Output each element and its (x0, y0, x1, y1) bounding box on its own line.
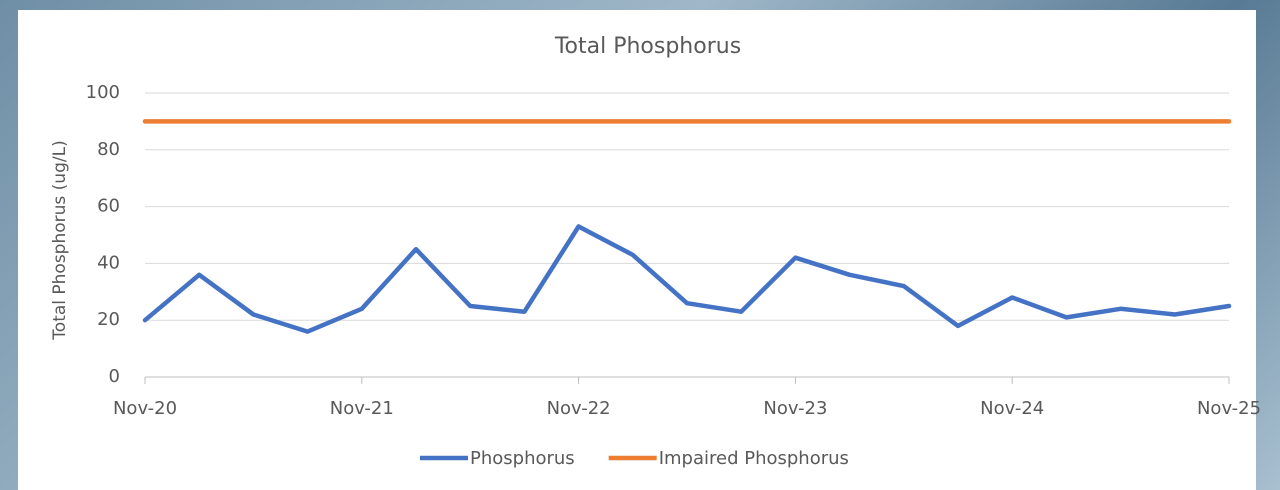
legend-label: Phosphorus (470, 448, 575, 469)
x-tick-label: Nov-23 (763, 398, 827, 419)
y-tick-label: 60 (97, 196, 120, 217)
legend-label: Impaired Phosphorus (659, 448, 849, 469)
y-axis-label: Total Phosphorus (ug/L) (50, 140, 70, 340)
series-line (142, 224, 1232, 334)
x-tick-label: Nov-20 (113, 398, 177, 419)
x-tick-label: Nov-24 (980, 398, 1044, 419)
x-tick-label: Nov-21 (330, 398, 394, 419)
y-tick-label: 40 (97, 252, 120, 273)
chart-area (18, 10, 1256, 490)
y-tick-label: 20 (97, 309, 120, 330)
y-tick-label: 0 (109, 366, 120, 387)
x-tick-label: Nov-22 (547, 398, 611, 419)
x-tick-label: Nov-25 (1197, 398, 1261, 419)
y-tick-label: 80 (97, 139, 120, 160)
chart-title: Total Phosphorus (554, 34, 741, 59)
y-tick-label: 100 (86, 82, 120, 103)
